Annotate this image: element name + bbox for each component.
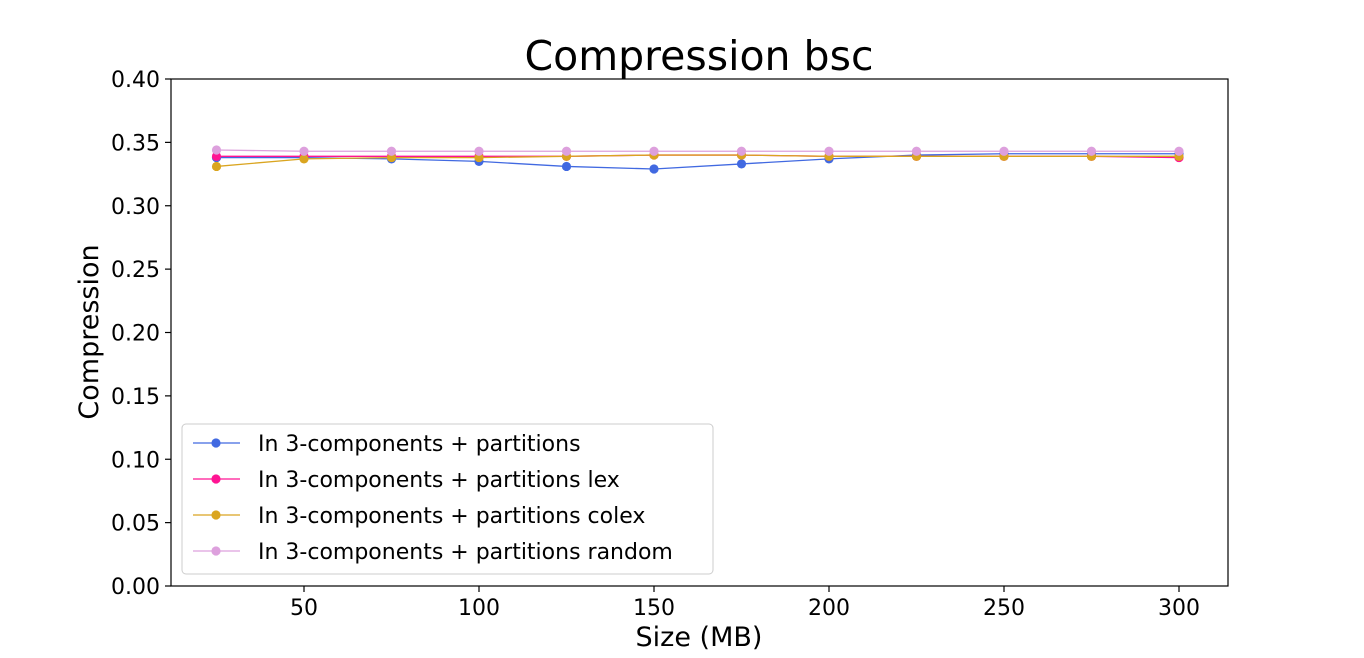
x-tick-label: 200	[808, 596, 850, 621]
series-layer	[211, 145, 1184, 174]
y-tick-label: 0.25	[111, 258, 160, 283]
y-tick-label: 0.35	[111, 131, 160, 156]
data-point	[386, 146, 397, 156]
y-tick-label: 0.15	[111, 385, 160, 410]
legend-item: In 3-components + partitions	[193, 432, 581, 457]
data-point	[999, 146, 1009, 156]
data-point	[386, 152, 397, 163]
data-point	[474, 146, 484, 156]
data-point	[736, 146, 747, 156]
data-point	[299, 154, 309, 164]
y-tick-label: 0.10	[111, 448, 160, 473]
legend-marker	[211, 474, 221, 484]
y-tick-label: 0.00	[111, 575, 160, 600]
legend-label: In 3-components + partitions	[258, 432, 581, 457]
x-tick-label: 250	[983, 596, 1025, 621]
legend-label: In 3-components + partitions lex	[258, 468, 620, 493]
y-tick-label: 0.05	[111, 512, 160, 537]
y-tick-label: 0.40	[111, 68, 160, 93]
data-point	[299, 146, 309, 156]
data-point	[911, 146, 922, 156]
legend-marker	[211, 510, 221, 520]
data-point	[211, 151, 222, 161]
legend-marker	[211, 546, 221, 556]
series-line	[216, 154, 1179, 168]
x-axis: 50 100 150 200 250 300	[290, 586, 1200, 621]
legend-label: In 3-components + partitions random	[258, 540, 673, 565]
x-tick-label: 150	[633, 596, 675, 621]
data-point	[561, 161, 572, 172]
legend-label: In 3-components + partitions colex	[258, 504, 645, 529]
data-point	[736, 159, 747, 169]
x-tick-label: 100	[458, 596, 500, 621]
data-point	[649, 146, 659, 156]
data-point	[561, 146, 572, 156]
series-line	[216, 149, 1179, 152]
data-point	[211, 145, 222, 155]
data-point	[824, 146, 834, 156]
data-point	[1086, 146, 1097, 156]
series-4	[211, 145, 1184, 156]
x-axis-label: Size (MB)	[636, 622, 763, 653]
y-axis-label: Compression	[74, 244, 105, 419]
x-tick-label: 50	[290, 596, 318, 621]
legend-item: In 3-components + partitions random	[193, 540, 673, 565]
data-point	[474, 152, 484, 163]
legend-marker	[211, 438, 221, 448]
x-tick-label: 300	[1158, 596, 1200, 621]
y-tick-label: 0.30	[111, 195, 160, 220]
legend: In 3-components + partitions In 3-compone…	[181, 423, 714, 575]
chart-title: Compression bsc	[524, 32, 873, 80]
legend-item: In 3-components + partitions colex	[193, 504, 645, 529]
data-point	[211, 161, 222, 172]
legend-item: In 3-components + partitions lex	[193, 468, 620, 493]
y-tick-label: 0.20	[111, 322, 160, 347]
y-axis: 0.00 0.05 0.10 0.15 0.20 0.25 0.30 0.35 0.40	[111, 68, 171, 600]
legend-box	[181, 423, 714, 575]
data-point	[649, 164, 659, 174]
series-line	[216, 153, 1179, 170]
data-point	[1174, 146, 1184, 156]
